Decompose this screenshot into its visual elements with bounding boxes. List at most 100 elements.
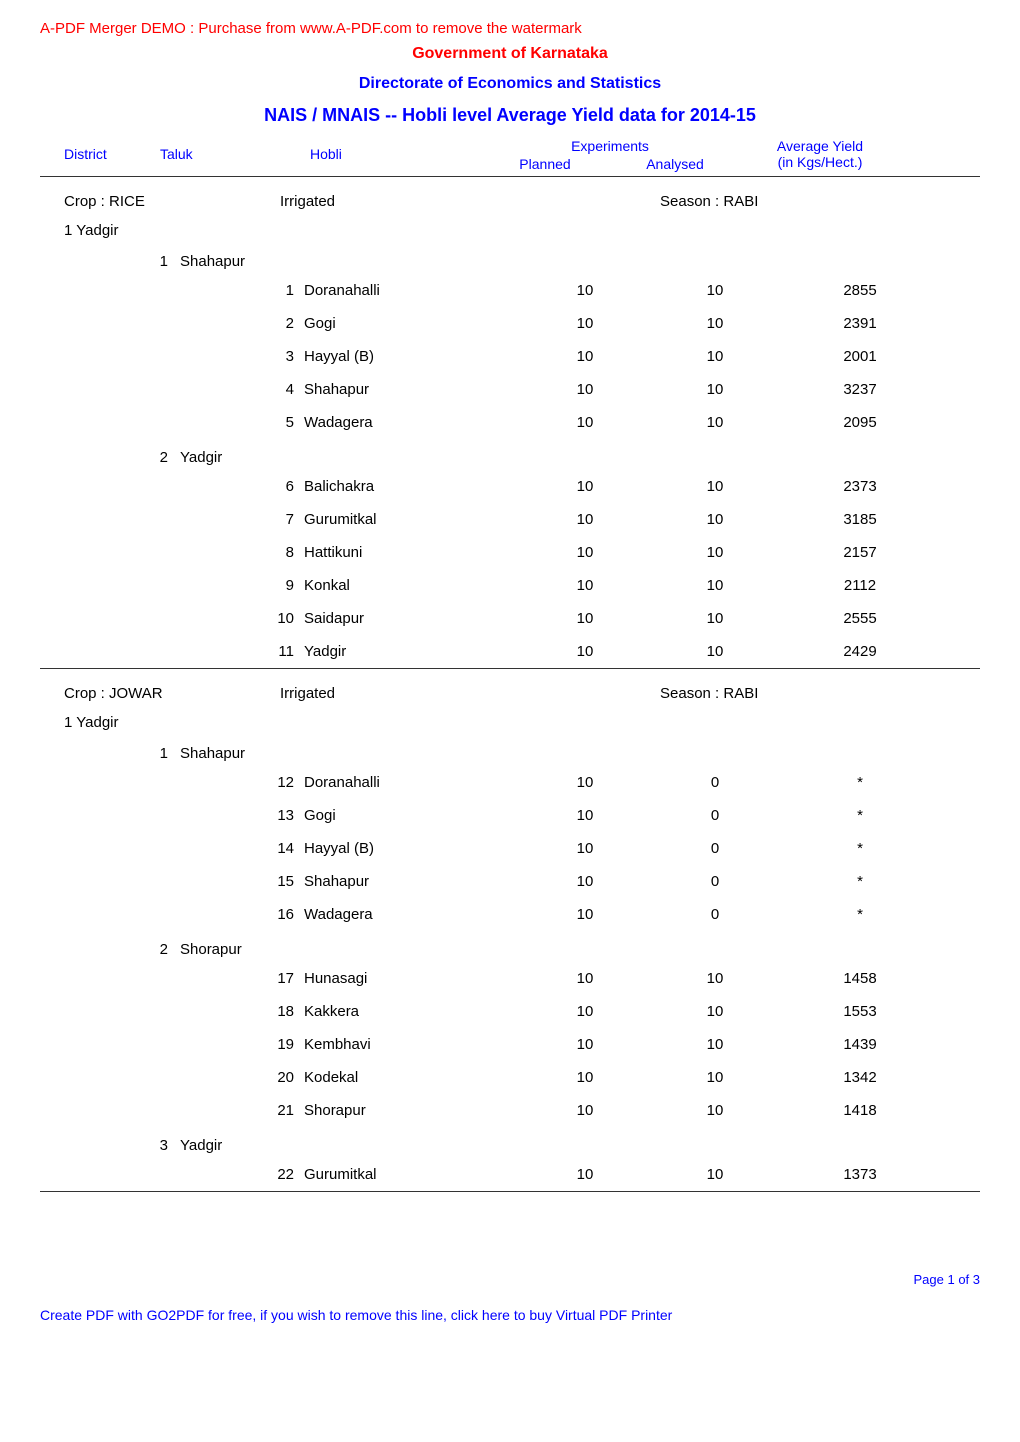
col-district-header: District: [40, 138, 160, 172]
table-row: 8Hattikuni10102157: [40, 536, 980, 569]
table-row: 6Balichakra10102373: [40, 470, 980, 503]
row-yield: 3237: [780, 381, 940, 398]
row-num: 4: [274, 381, 304, 398]
row-num: 18: [274, 1003, 304, 1020]
row-planned: 10: [520, 577, 650, 594]
report-title: NAIS / MNAIS -- Hobli level Average Yiel…: [40, 105, 980, 126]
taluk-name: Yadgir: [180, 449, 980, 466]
taluk-row: 2 Yadgir: [40, 439, 980, 470]
row-yield: 2391: [780, 315, 940, 332]
row-planned: 10: [520, 610, 650, 627]
row-yield: 1439: [780, 1036, 940, 1053]
row-num: 11: [274, 643, 304, 660]
taluk-name: Shahapur: [180, 745, 980, 762]
row-analysed: 0: [650, 774, 780, 791]
row-planned: 10: [520, 774, 650, 791]
col-yield-header: Average Yield (in Kgs/Hect.): [740, 138, 900, 172]
row-analysed: 10: [650, 1102, 780, 1119]
row-planned: 10: [520, 906, 650, 923]
crop-season-row: Crop : RICE Irrigated Season : RABI: [40, 177, 980, 214]
row-planned: 10: [520, 1003, 650, 1020]
gov-title: Government of Karnataka: [40, 45, 980, 63]
row-hobli: Gurumitkal: [304, 511, 520, 528]
row-num: 1: [274, 282, 304, 299]
row-num: 15: [274, 873, 304, 890]
irrigated-label: Irrigated: [280, 685, 580, 702]
row-num: 12: [274, 774, 304, 791]
taluk-num: 1: [150, 745, 180, 762]
directorate-title: Directorate of Economics and Statistics: [40, 75, 980, 93]
row-num: 14: [274, 840, 304, 857]
row-analysed: 0: [650, 840, 780, 857]
row-num: 6: [274, 478, 304, 495]
row-num: 22: [274, 1166, 304, 1183]
row-hobli: Shorapur: [304, 1102, 520, 1119]
bottom-pdf-link[interactable]: Create PDF with GO2PDF for free, if you …: [40, 1307, 980, 1323]
row-hobli: Gurumitkal: [304, 1166, 520, 1183]
row-yield: 1373: [780, 1166, 940, 1183]
row-num: 17: [274, 970, 304, 987]
row-yield: 2855: [780, 282, 940, 299]
row-analysed: 10: [650, 544, 780, 561]
taluk-row: 2 Shorapur: [40, 931, 980, 962]
row-planned: 10: [520, 643, 650, 660]
row-hobli: Hayyal (B): [304, 840, 520, 857]
table-row: 16Wadagera100*: [40, 898, 980, 931]
row-planned: 10: [520, 1102, 650, 1119]
row-hobli: Hattikuni: [304, 544, 520, 561]
table-row: 12Doranahalli100*: [40, 766, 980, 799]
watermark-header: A-PDF Merger DEMO : Purchase from www.A-…: [40, 20, 980, 37]
watermark-text: A-PDF Merger DEMO : Purchase from www.A-…: [40, 20, 582, 37]
table-row: 2Gogi10102391: [40, 307, 980, 340]
table-row: 15Shahapur100*: [40, 865, 980, 898]
row-hobli: Shahapur: [304, 873, 520, 890]
row-hobli: Kembhavi: [304, 1036, 520, 1053]
district-row: 1 Yadgir: [40, 214, 980, 243]
row-num: 2: [274, 315, 304, 332]
crop-label: Crop : RICE: [64, 193, 280, 210]
row-yield: 2555: [780, 610, 940, 627]
crop-season-row: Crop : JOWAR Irrigated Season : RABI: [40, 669, 980, 706]
row-num: 7: [274, 511, 304, 528]
row-yield: *: [780, 906, 940, 923]
row-hobli: Gogi: [304, 315, 520, 332]
season-label: Season : RABI: [580, 685, 980, 702]
row-analysed: 10: [650, 610, 780, 627]
row-hobli: Balichakra: [304, 478, 520, 495]
row-yield: 2095: [780, 414, 940, 431]
section-divider: [40, 1191, 980, 1192]
season-label: Season : RABI: [580, 193, 980, 210]
row-num: 13: [274, 807, 304, 824]
row-hobli: Kodekal: [304, 1069, 520, 1086]
row-planned: 10: [520, 1069, 650, 1086]
row-yield: 1342: [780, 1069, 940, 1086]
row-planned: 10: [520, 1036, 650, 1053]
yield-title: Average Yield: [740, 138, 900, 154]
taluk-name: Shorapur: [180, 941, 980, 958]
row-hobli: Wadagera: [304, 414, 520, 431]
row-yield: 2157: [780, 544, 940, 561]
row-planned: 10: [520, 807, 650, 824]
row-analysed: 10: [650, 643, 780, 660]
row-hobli: Konkal: [304, 577, 520, 594]
row-yield: *: [780, 840, 940, 857]
row-yield: *: [780, 873, 940, 890]
row-hobli: Saidapur: [304, 610, 520, 627]
row-analysed: 10: [650, 970, 780, 987]
row-analysed: 10: [650, 414, 780, 431]
row-analysed: 0: [650, 873, 780, 890]
table-row: 7Gurumitkal10103185: [40, 503, 980, 536]
row-planned: 10: [520, 414, 650, 431]
table-row: 1Doranahalli10102855: [40, 274, 980, 307]
row-num: 20: [274, 1069, 304, 1086]
irrigated-label: Irrigated: [280, 193, 580, 210]
row-hobli: Doranahalli: [304, 282, 520, 299]
row-yield: 1418: [780, 1102, 940, 1119]
row-analysed: 0: [650, 906, 780, 923]
table-row: 18Kakkera10101553: [40, 995, 980, 1028]
row-analysed: 10: [650, 381, 780, 398]
row-analysed: 10: [650, 1003, 780, 1020]
row-hobli: Yadgir: [304, 643, 520, 660]
crop-label: Crop : JOWAR: [64, 685, 280, 702]
row-num: 19: [274, 1036, 304, 1053]
